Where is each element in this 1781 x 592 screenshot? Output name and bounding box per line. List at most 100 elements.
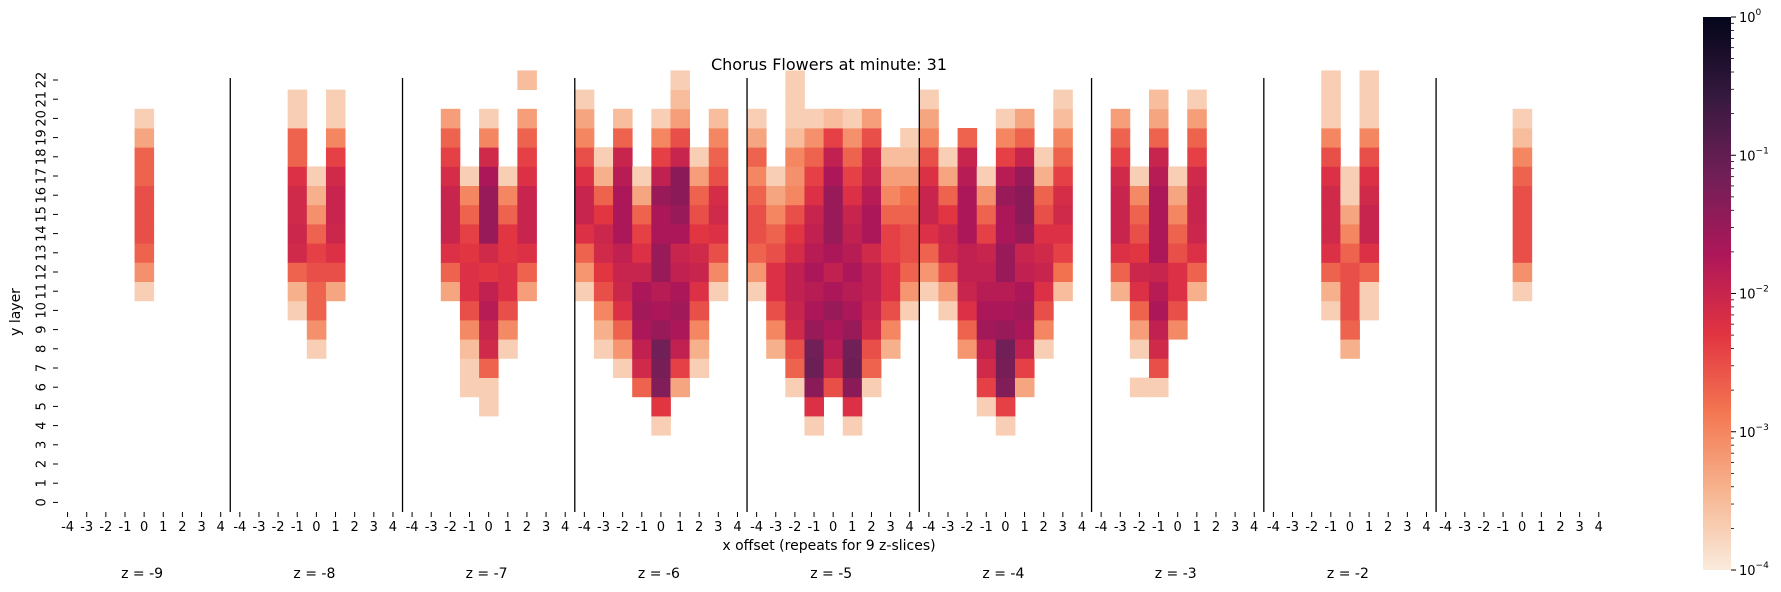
heatmap-cell [1110, 147, 1131, 167]
heatmap-cell [1187, 262, 1207, 282]
heatmap-cell [1168, 185, 1188, 206]
heatmap-cell [670, 281, 691, 302]
heatmap-cell [306, 185, 327, 206]
heatmap-cell [995, 185, 1016, 206]
heatmap-cell [134, 281, 155, 302]
heatmap-cell [881, 204, 901, 225]
heatmap-cell [593, 224, 614, 244]
heatmap-cell [804, 204, 824, 225]
heatmap-cell [1148, 147, 1169, 167]
heatmap-cell [995, 166, 1016, 186]
heatmap-cell [861, 147, 882, 167]
y-tick-label: 15 [35, 206, 50, 223]
heatmap-cell [651, 204, 671, 225]
heatmap-cell [976, 243, 997, 263]
heatmap-cell [574, 128, 595, 148]
heatmap-cell [459, 320, 480, 340]
heatmap-cell [613, 339, 633, 359]
heatmap-cell [670, 185, 691, 206]
panel-separators [229, 78, 1437, 512]
heatmap-cell [1340, 300, 1360, 321]
heatmap-cell [651, 300, 671, 321]
x-tick-label: 3 [1231, 520, 1239, 535]
heatmap-cell [881, 262, 901, 282]
heatmap-cell [1148, 243, 1169, 263]
heatmap-cell [842, 416, 863, 436]
heatmap-cell [1129, 224, 1150, 244]
x-tick-label: 0 [1001, 520, 1009, 535]
heatmap-cell [1512, 147, 1533, 167]
heatmap-cell [766, 320, 786, 340]
heatmap-cell [766, 185, 786, 206]
panel-label: z = -2 [1327, 566, 1369, 582]
heatmap-cell [479, 243, 499, 263]
heatmap-cell [881, 185, 901, 206]
heatmap-cell [938, 166, 958, 186]
heatmap-cell [1359, 128, 1380, 148]
heatmap-cell [306, 224, 327, 244]
heatmap-cell [670, 377, 691, 398]
heatmap-cell [1148, 339, 1169, 359]
heatmap-cell [861, 224, 882, 244]
heatmap-cell [1129, 204, 1150, 225]
y-tick-label: 10 [35, 302, 50, 319]
heatmap-cell [517, 166, 537, 186]
heatmap-cell [325, 262, 346, 282]
x-tick-label: -3 [1114, 520, 1127, 535]
heatmap-cell [1034, 243, 1054, 263]
heatmap-cell [651, 128, 671, 148]
heatmap-cell [440, 185, 461, 206]
heatmap-cell [747, 185, 767, 206]
heatmap-cell [804, 108, 824, 129]
heatmap-cell [1168, 300, 1188, 321]
heatmap-cell [1015, 339, 1035, 359]
heatmap-cell [325, 108, 346, 129]
heatmap-cell [479, 281, 499, 302]
heatmap-cell [823, 166, 844, 186]
heatmap-cell [995, 320, 1016, 340]
heatmap-cell [632, 339, 652, 359]
heatmap-cell [574, 89, 595, 110]
heatmap-cell [440, 166, 461, 186]
x-tick-label: -4 [578, 520, 591, 535]
heatmap-cell [517, 128, 537, 148]
heatmap-cell [747, 281, 767, 302]
heatmap-cell [287, 300, 308, 321]
heatmap-cell [785, 185, 805, 206]
heatmap-cell [1148, 377, 1169, 398]
heatmap-cell [632, 377, 652, 398]
heatmap-cell [498, 281, 518, 302]
y-tick-label: 9 [35, 325, 50, 333]
heatmap-cell [957, 224, 978, 244]
heatmap-cell [498, 339, 518, 359]
heatmap-cell [900, 300, 920, 321]
heatmap-cell [1034, 147, 1054, 167]
panel-label: z = -7 [466, 566, 508, 582]
heatmap-cell [1187, 185, 1207, 206]
heatmap-cell [306, 204, 327, 225]
heatmap-cell [613, 300, 633, 321]
heatmap-cell [766, 224, 786, 244]
heatmap-cell [1034, 224, 1054, 244]
heatmap-cell [517, 147, 537, 167]
heatmap-cell [479, 166, 499, 186]
heatmap-cell [842, 128, 863, 148]
heatmap-cell [919, 166, 939, 186]
heatmap-cell [900, 224, 920, 244]
x-tick-label: -1 [291, 520, 304, 535]
heatmap-cell [498, 224, 518, 244]
heatmap-cell [1129, 262, 1150, 282]
heatmap-cell [957, 166, 978, 186]
heatmap-cell [861, 204, 882, 225]
heatmap-cell [804, 416, 824, 436]
heatmap-cell [900, 204, 920, 225]
heatmap-cell [1321, 108, 1341, 129]
heatmap-cell [613, 204, 633, 225]
heatmap-cell [517, 243, 537, 263]
y-axis-label: y layer [8, 288, 24, 336]
y-tick-label: 1 [35, 479, 50, 487]
heatmap-cell [651, 224, 671, 244]
y-tick-label: 16 [35, 187, 50, 204]
